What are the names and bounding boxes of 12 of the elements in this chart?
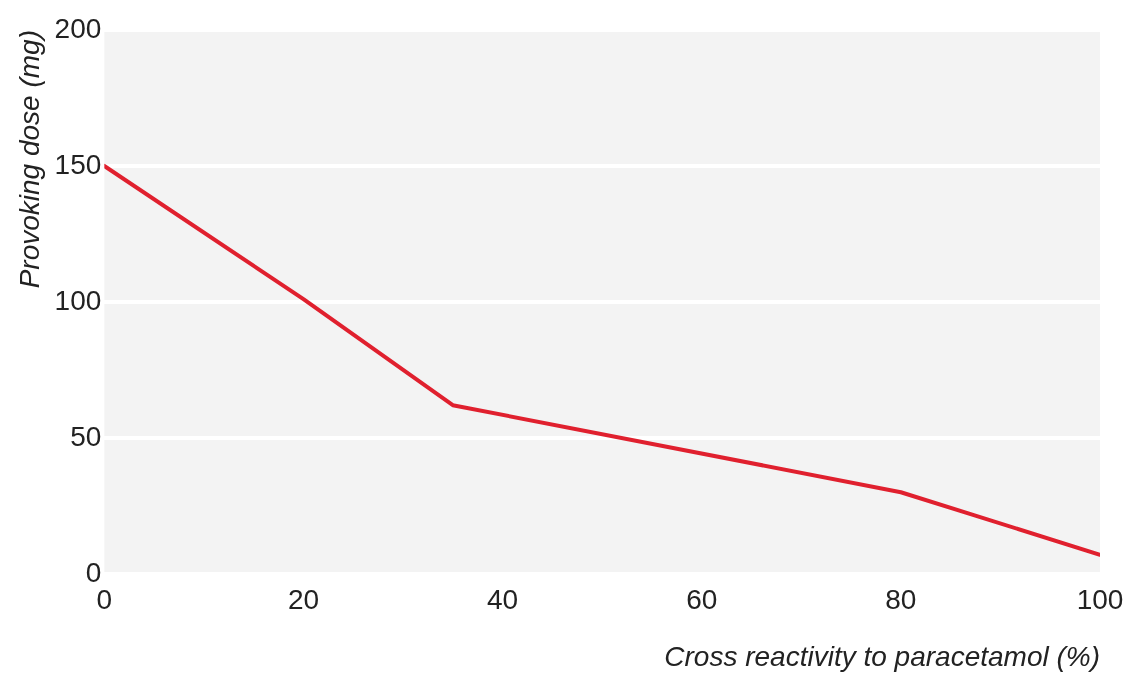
y-tick-label: 0 bbox=[85, 556, 102, 588]
x-tick-label: 80 bbox=[885, 584, 917, 616]
y-tick-label: 50 bbox=[70, 420, 102, 452]
x-tick-label: 40 bbox=[487, 584, 519, 616]
y-tick-label: 100 bbox=[54, 284, 102, 316]
x-axis-title: Cross reactivity to paracetamol (%) bbox=[664, 641, 1100, 672]
x-tick-label: 60 bbox=[686, 584, 718, 616]
y-axis-title: Provoking dose (mg) bbox=[13, 30, 45, 289]
x-tick-label: 100 bbox=[1076, 584, 1124, 616]
x-tick-label: 20 bbox=[287, 584, 320, 616]
y-tick-label: 150 bbox=[54, 148, 102, 180]
y-tick-label: 200 bbox=[54, 12, 102, 44]
